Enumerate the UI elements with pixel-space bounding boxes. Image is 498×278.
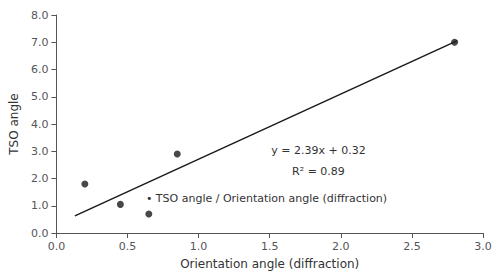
svg-text:6.0: 6.0 xyxy=(31,63,49,76)
svg-text:3.0: 3.0 xyxy=(31,145,49,158)
svg-text:1.5: 1.5 xyxy=(261,240,279,253)
svg-text:TSO angle: TSO angle xyxy=(7,93,21,156)
svg-text:8.0: 8.0 xyxy=(31,9,49,22)
svg-text:2.5: 2.5 xyxy=(403,240,421,253)
svg-text:2.0: 2.0 xyxy=(332,240,350,253)
svg-text:R² = 0.89: R² = 0.89 xyxy=(292,165,345,178)
svg-text:Orientation angle (diffraction: Orientation angle (diffraction) xyxy=(180,257,359,271)
svg-text:2.0: 2.0 xyxy=(31,172,49,185)
svg-text:5.0: 5.0 xyxy=(31,90,49,103)
svg-text:3.0: 3.0 xyxy=(474,240,492,253)
svg-text:1.0: 1.0 xyxy=(190,240,208,253)
svg-text:7.0: 7.0 xyxy=(31,36,49,49)
svg-text:0.5: 0.5 xyxy=(119,240,136,253)
svg-text:y = 2.39x + 0.32: y = 2.39x + 0.32 xyxy=(271,144,365,157)
svg-text:• TSO angle / Orientation angl: • TSO angle / Orientation angle (diffrac… xyxy=(146,192,387,205)
svg-text:4.0: 4.0 xyxy=(31,118,49,131)
svg-text:1.0: 1.0 xyxy=(31,199,49,212)
svg-text:0.0: 0.0 xyxy=(48,240,66,253)
svg-text:0.0: 0.0 xyxy=(31,227,49,240)
